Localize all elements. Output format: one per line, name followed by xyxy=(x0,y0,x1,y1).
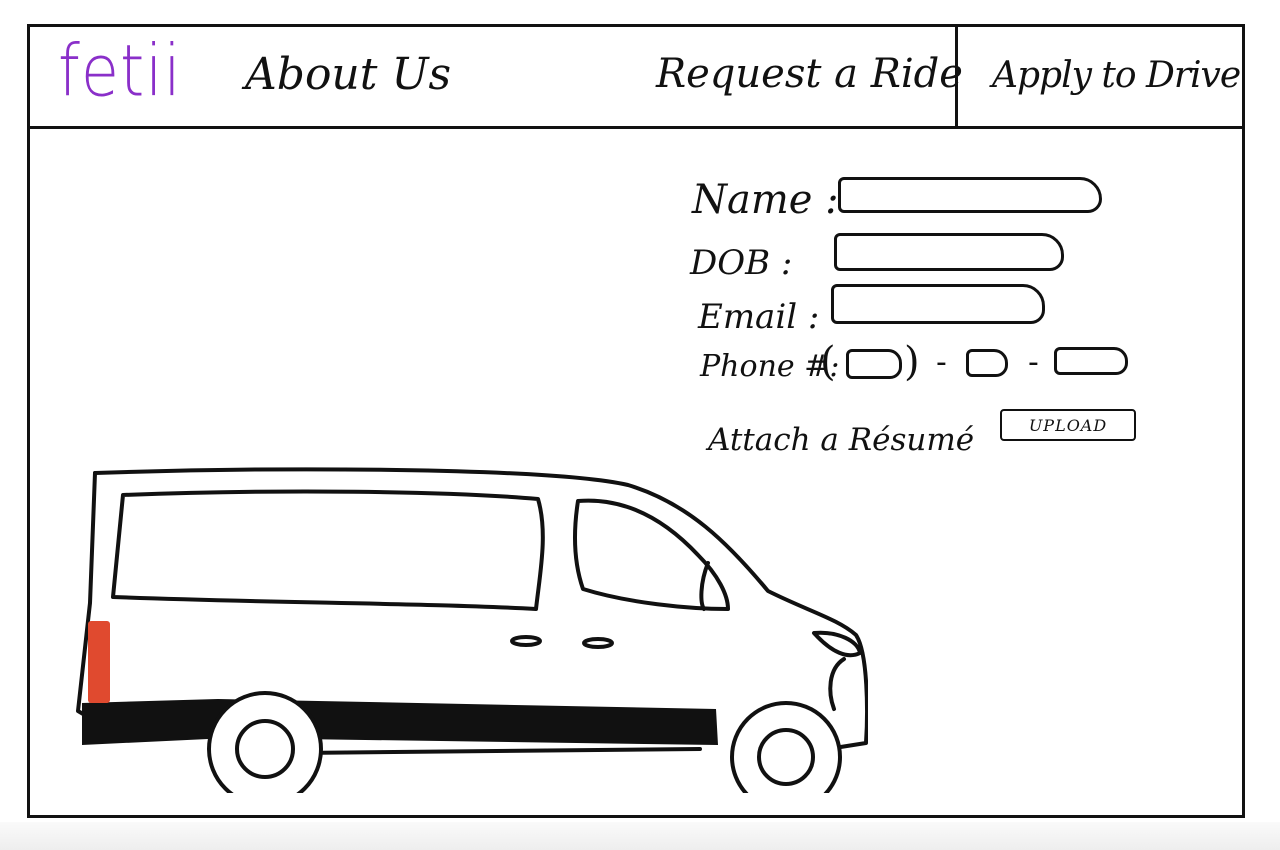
nav-apply-to-drive[interactable]: Apply to Drive xyxy=(992,55,1241,96)
van-illustration xyxy=(76,467,868,793)
van-door-handle-2 xyxy=(582,637,614,649)
phone-label: Phone #: xyxy=(700,349,840,384)
phone-prefix-input[interactable] xyxy=(966,349,1008,377)
van-front-window xyxy=(573,498,730,611)
dob-input[interactable] xyxy=(834,233,1064,271)
fetii-logo[interactable]: fetii xyxy=(58,29,182,113)
van-tail-light xyxy=(88,621,110,703)
phone-close-paren: ) xyxy=(904,339,920,385)
van-rear-wheel xyxy=(207,691,323,793)
email-input[interactable] xyxy=(831,284,1045,324)
page-bottom-shade xyxy=(0,822,1280,850)
van-headlight xyxy=(812,630,862,658)
top-navbar: fetii About Us Request a Ride Apply to D… xyxy=(30,27,1242,129)
resume-label: Attach a Résumé xyxy=(708,422,975,458)
phone-line-input[interactable] xyxy=(1054,347,1128,375)
van-rear-window xyxy=(111,489,545,611)
email-label: Email : xyxy=(698,297,820,337)
nav-divider xyxy=(955,27,958,126)
van-front-wheel xyxy=(730,701,842,793)
browser-frame: fetii About Us Request a Ride Apply to D… xyxy=(27,24,1245,818)
nav-about-us[interactable]: About Us xyxy=(245,49,452,100)
phone-open-paren: ( xyxy=(820,339,836,385)
dob-label: DOB : xyxy=(690,243,793,283)
phone-dash-1: - xyxy=(936,345,947,380)
phone-area-code-input[interactable] xyxy=(846,349,902,379)
van-rocker-stripe xyxy=(82,699,718,745)
van-door-handle-1 xyxy=(510,635,542,647)
upload-resume-button[interactable]: UPLOAD xyxy=(1000,409,1136,441)
name-label: Name : xyxy=(692,177,839,223)
phone-dash-2: - xyxy=(1028,345,1039,380)
nav-request-ride[interactable]: Request a Ride xyxy=(656,51,963,97)
name-input[interactable] xyxy=(838,177,1102,213)
van-body-outline xyxy=(93,467,868,751)
